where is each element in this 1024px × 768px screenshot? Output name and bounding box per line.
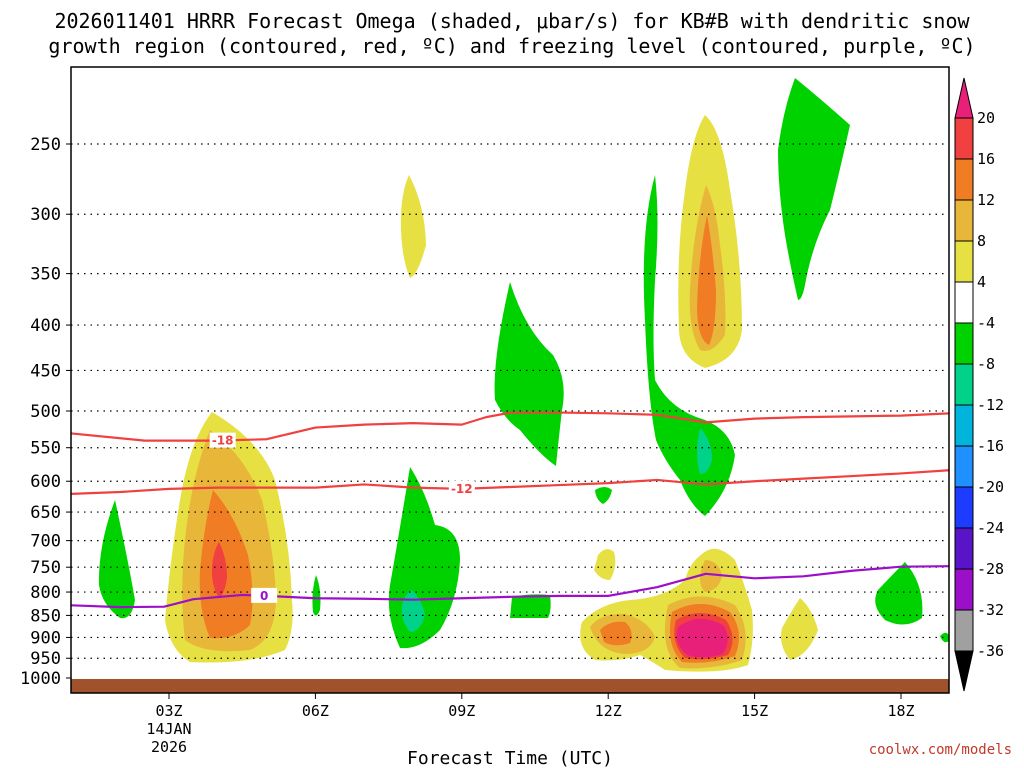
y-tick-label: 600 <box>30 472 61 492</box>
x-tick-label: 06Z <box>302 702 329 720</box>
y-tick-label: 300 <box>30 205 61 225</box>
omega-region <box>700 560 722 592</box>
x-tick-label: 18Z <box>887 702 914 720</box>
contour-labels: -18 -12 0 <box>209 432 475 603</box>
contour-line-dgz_minus18 <box>71 411 949 442</box>
y-tick-label: 550 <box>30 439 61 459</box>
colorbar-label: -16 <box>977 437 1004 455</box>
colorbar-label: -32 <box>977 601 1004 619</box>
omega-region <box>312 575 321 616</box>
colorbar-segment <box>954 363 974 406</box>
colorbar-segment <box>954 404 974 447</box>
colorbar-label: -28 <box>977 560 1004 578</box>
y-tick-label: 1000 <box>20 669 61 689</box>
omega-region <box>875 562 923 625</box>
y-tick-label: 800 <box>30 583 61 603</box>
x-axis: 03Z 06Z 09Z 12Z 15Z 18Z <box>155 693 915 720</box>
y-tick-label: 350 <box>30 265 61 285</box>
colorbar-bottom-arrow <box>954 650 974 692</box>
contour-label-dgz_minus12: -12 <box>451 482 473 496</box>
colorbar-segment <box>954 486 974 529</box>
x-axis-title: Forecast Time (UTC) <box>407 748 613 768</box>
colorbar-label: 16 <box>977 150 995 168</box>
omega-region <box>697 428 712 475</box>
y-tick-label: 650 <box>30 503 61 523</box>
y-tick-label: 450 <box>30 361 61 381</box>
colorbar-segment <box>954 199 974 242</box>
omega-region <box>594 549 616 580</box>
contour-lines <box>71 411 949 609</box>
contour-label-freezing_level: 0 <box>260 589 268 603</box>
y-tick-label: 500 <box>30 402 61 422</box>
colorbar-segment <box>954 158 974 201</box>
x-tick-label: 09Z <box>448 702 475 720</box>
x-tick-label: 03Z <box>155 702 182 720</box>
omega-region <box>697 215 716 345</box>
omega-shading <box>98 78 949 672</box>
y-tick-label: 700 <box>30 532 61 552</box>
y-tick-label: 400 <box>30 316 61 336</box>
date-label-year: 2026 <box>151 738 187 756</box>
colorbar-top-arrow <box>954 77 974 119</box>
colorbar-label: -8 <box>977 355 995 373</box>
contour-line-dgz_minus12 <box>71 469 949 495</box>
colorbar-label: 8 <box>977 232 986 250</box>
colorbar-label: 20 <box>977 109 995 127</box>
omega-region <box>643 175 735 516</box>
colorbar-segment <box>954 240 974 283</box>
chart-title-line2: growth region (contoured, red, ºC) and f… <box>48 34 975 58</box>
omega-region <box>600 621 632 646</box>
colorbar-segment <box>954 281 974 324</box>
y-tick-label: 250 <box>30 135 61 155</box>
omega-region <box>510 594 551 618</box>
colorbar-segment <box>954 117 974 160</box>
omega-region <box>781 598 818 660</box>
contour-label-bg <box>251 587 278 603</box>
contour-line-freezing_level <box>71 565 949 609</box>
omega-region <box>400 175 426 278</box>
y-tick-label: 900 <box>30 628 61 648</box>
omega-region <box>595 487 612 504</box>
plot-frame <box>70 66 950 694</box>
contour-label-dgz_minus18: -18 <box>212 434 234 448</box>
x-tick-label: 15Z <box>741 702 768 720</box>
omega-region <box>494 282 564 466</box>
colorbar-segment <box>954 322 974 365</box>
contour-label-bg <box>209 432 236 448</box>
colorbar-segment <box>954 527 974 570</box>
colorbar: 20 16 12 8 4 -4 -8 -12 -16 -20 -24 -28 -32 -36 <box>954 77 1004 692</box>
omega-region <box>778 78 850 300</box>
omega-region <box>199 490 253 639</box>
date-label-day: 14JAN <box>146 720 191 738</box>
y-axis: 2503003504004505005506006507007508008509… <box>20 135 71 689</box>
colorbar-label: 12 <box>977 191 995 209</box>
colorbar-label: -12 <box>977 396 1004 414</box>
colorbar-segment <box>954 609 974 652</box>
y-tick-label: 950 <box>30 649 61 669</box>
y-tick-label: 850 <box>30 606 61 626</box>
colorbar-segment <box>954 568 974 611</box>
omega-region <box>940 632 949 643</box>
colorbar-label: 4 <box>977 273 986 291</box>
credit-text: coolwx.com/models <box>869 742 1012 758</box>
contour-label-bg <box>448 480 475 496</box>
colorbar-label: -36 <box>977 642 1004 660</box>
omega-region <box>98 500 135 619</box>
colorbar-segment <box>954 445 974 488</box>
y-tick-label: 750 <box>30 558 61 578</box>
colorbar-label: -24 <box>977 519 1004 537</box>
omega-region <box>211 542 227 598</box>
colorbar-label: -4 <box>977 314 995 332</box>
x-tick-label: 12Z <box>595 702 622 720</box>
ground-surface <box>71 679 949 693</box>
colorbar-label: -20 <box>977 478 1004 496</box>
chart-title-line1: 2026011401 HRRR Forecast Omega (shaded, … <box>54 9 970 33</box>
